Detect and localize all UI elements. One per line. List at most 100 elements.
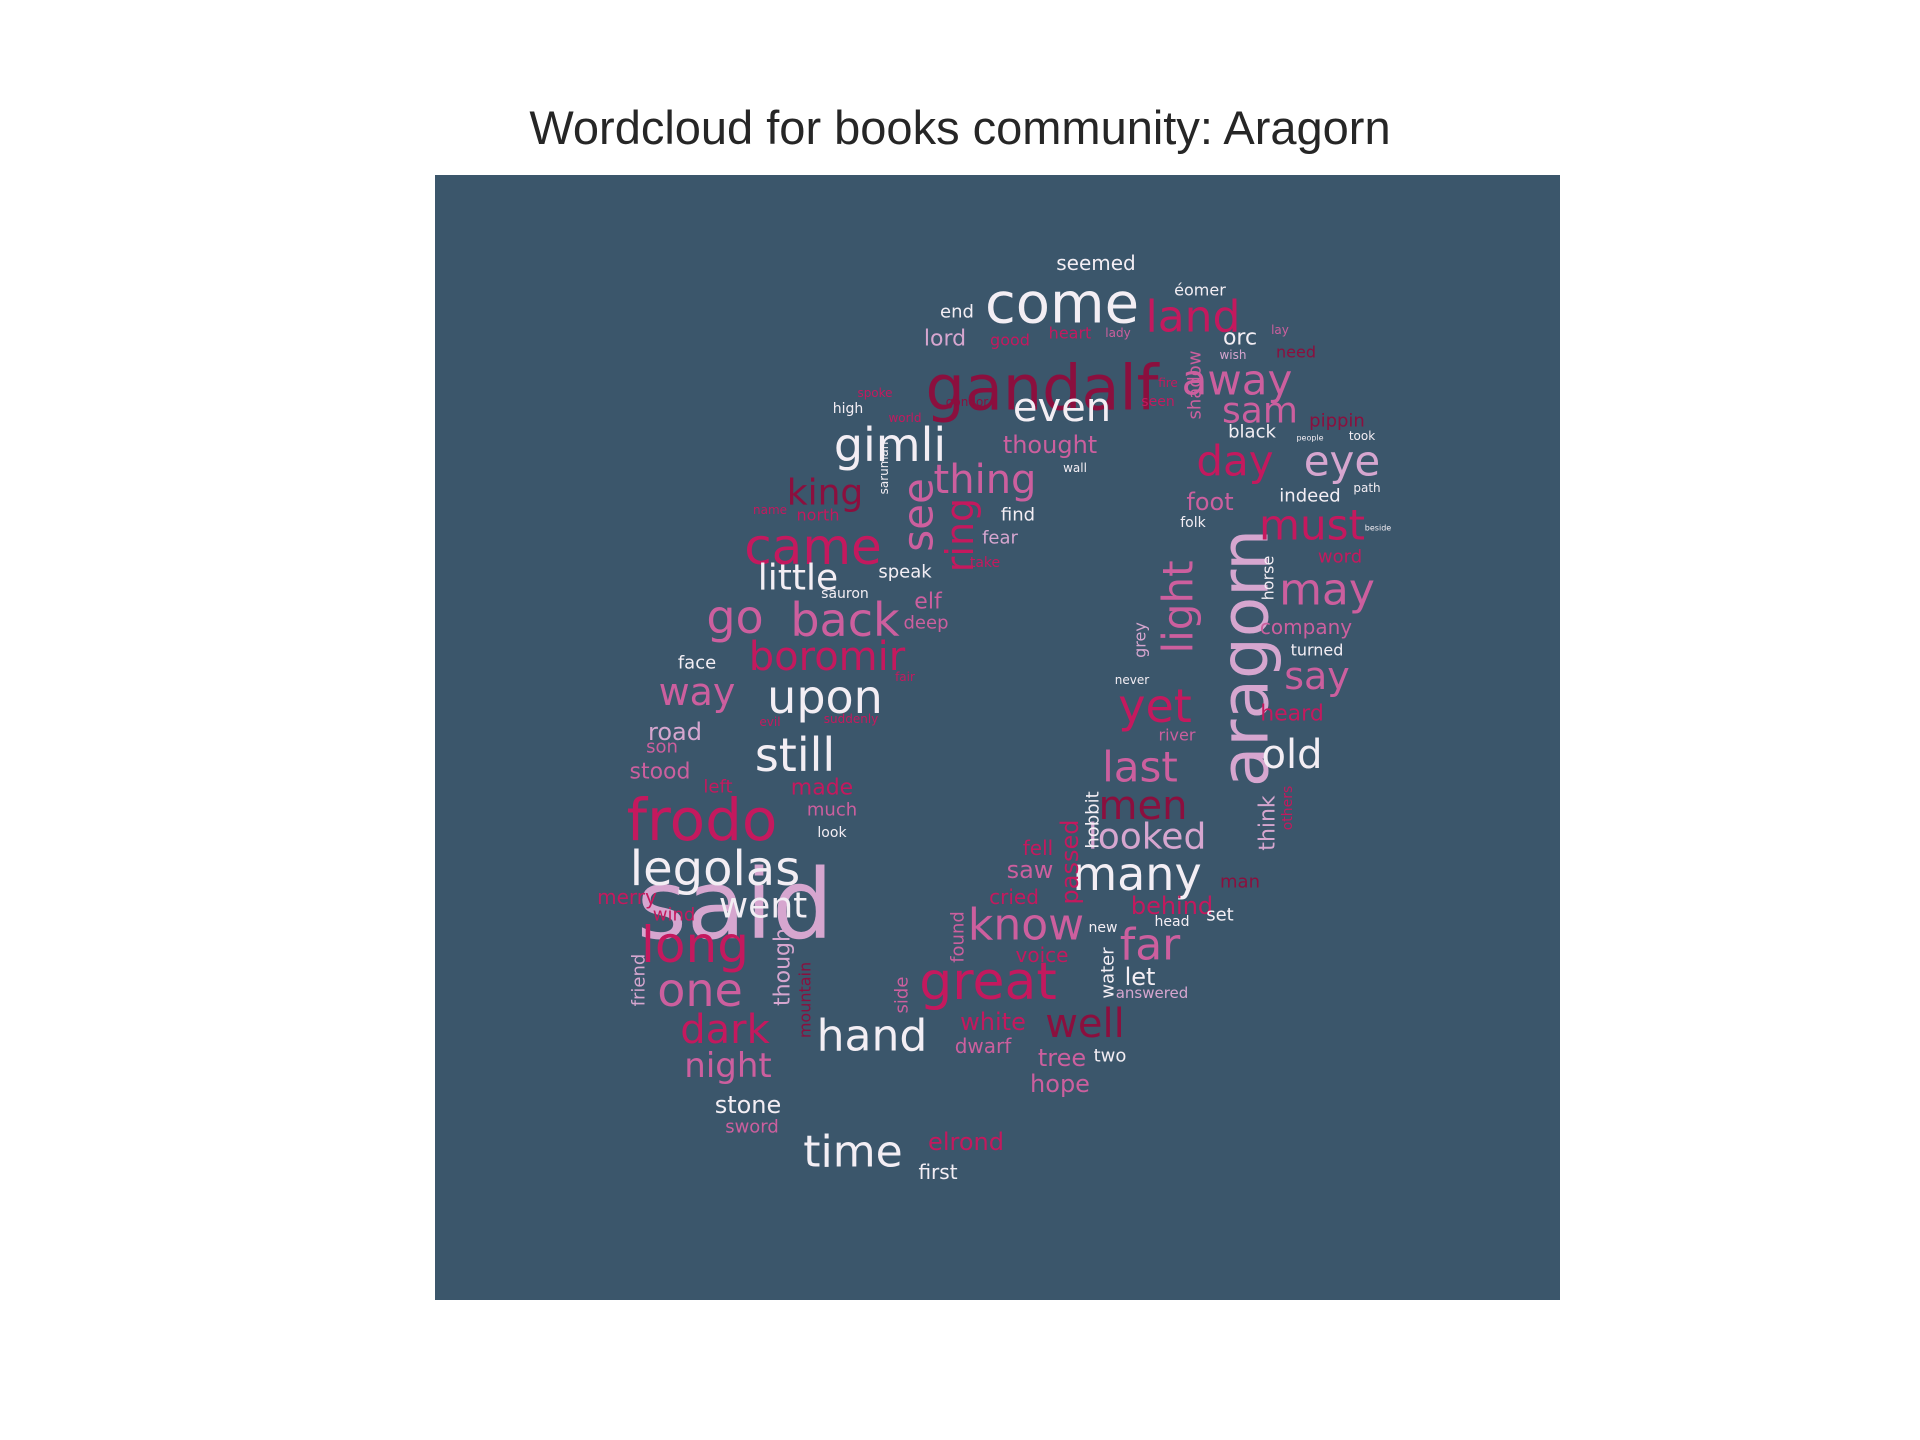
word-82: road xyxy=(648,718,702,746)
word-111: wish xyxy=(1219,348,1246,362)
word-76: much xyxy=(807,800,857,821)
word-67: hobbit xyxy=(1083,791,1104,848)
word-28: men xyxy=(1099,783,1188,829)
word-88: elf xyxy=(914,590,943,615)
word-15: one xyxy=(657,963,743,1017)
word-54: two xyxy=(1094,1046,1127,1067)
word-56: cried xyxy=(989,885,1039,909)
word-124: folk xyxy=(1180,515,1206,531)
word-0: said xyxy=(637,849,833,961)
word-30: dark xyxy=(680,1007,770,1053)
wordcloud-svg: said aragorn gandalf frodo come came great long… xyxy=(435,175,1560,1300)
word-3: frodo xyxy=(627,786,778,854)
word-128: company xyxy=(1260,615,1352,639)
word-31: boromir xyxy=(749,634,906,680)
word-53: dwarf xyxy=(955,1034,1013,1058)
word-21: must xyxy=(1259,501,1365,550)
word-14: go xyxy=(706,590,763,644)
word-97: thought xyxy=(1003,431,1097,459)
word-112: need xyxy=(1276,343,1316,362)
word-55: voice xyxy=(1016,943,1069,967)
word-2: gandalf xyxy=(925,352,1160,425)
word-13: still xyxy=(755,728,835,782)
word-47: sword xyxy=(725,1117,779,1138)
word-90: fair xyxy=(895,670,915,684)
word-109: éomer xyxy=(1174,281,1226,300)
word-34: see xyxy=(894,478,943,552)
word-117: black xyxy=(1228,422,1276,443)
wordcloud-words: said aragorn gandalf frodo come came great long… xyxy=(597,251,1391,1184)
word-49: tree xyxy=(1038,1044,1086,1072)
word-110: orc xyxy=(1223,326,1257,351)
word-60: let xyxy=(1125,963,1156,991)
word-9: upon xyxy=(767,670,883,724)
word-22: day xyxy=(1196,437,1273,486)
word-133: never xyxy=(1115,673,1149,687)
word-135: others xyxy=(1280,786,1296,831)
word-39: say xyxy=(1284,654,1350,698)
word-4: come xyxy=(985,272,1139,337)
word-99: high xyxy=(833,401,864,417)
chart-title: Wordcloud for books community: Aragorn xyxy=(529,101,1391,154)
word-95: name xyxy=(753,503,787,517)
word-79: left xyxy=(703,777,732,798)
word-59: behind xyxy=(1131,892,1213,920)
word-108: seemed xyxy=(1056,251,1136,275)
word-101: spoke xyxy=(857,386,892,400)
word-91: fear xyxy=(982,528,1018,549)
word-8: legolas xyxy=(630,841,800,897)
word-38: sam xyxy=(1222,391,1298,432)
word-127: horse xyxy=(1259,556,1278,601)
word-118: pippin xyxy=(1309,411,1365,432)
word-106: lady xyxy=(1105,326,1130,340)
word-1: aragorn xyxy=(1207,529,1284,787)
word-98: wall xyxy=(1063,461,1087,475)
word-129: turned xyxy=(1291,641,1344,660)
word-105: heart xyxy=(1049,324,1092,343)
word-17: many xyxy=(1072,847,1201,901)
word-87: sauron xyxy=(821,586,869,602)
word-86: speak xyxy=(878,562,932,583)
word-125: word xyxy=(1318,547,1362,568)
word-68: water xyxy=(1098,947,1119,999)
word-20: may xyxy=(1279,565,1375,616)
word-46: stone xyxy=(715,1091,782,1119)
word-16: know xyxy=(968,900,1084,951)
word-58: fell xyxy=(1023,836,1053,860)
word-29: well xyxy=(1045,1001,1125,1047)
word-11: land xyxy=(1145,292,1240,343)
word-66: passed xyxy=(1056,820,1084,905)
word-81: son xyxy=(646,737,678,758)
word-120: people xyxy=(1296,434,1323,443)
word-119: took xyxy=(1349,429,1375,443)
word-51: first xyxy=(918,1160,957,1184)
word-113: lay xyxy=(1271,323,1289,337)
word-45: night xyxy=(684,1046,771,1086)
word-132: grey xyxy=(1131,622,1150,658)
word-72: mountain xyxy=(796,962,815,1038)
word-24: time xyxy=(803,1127,902,1178)
word-78: look xyxy=(817,825,847,841)
word-96: saruman xyxy=(877,442,891,495)
word-74: merry xyxy=(597,885,657,909)
word-33: king xyxy=(787,473,864,514)
word-80: stood xyxy=(630,760,691,785)
word-25: hand xyxy=(817,1011,928,1062)
word-48: hope xyxy=(1030,1070,1090,1098)
word-73: friend xyxy=(629,954,650,1007)
word-23: eye xyxy=(1304,437,1381,486)
word-92: take xyxy=(970,555,1000,571)
word-85: suddenly xyxy=(824,712,879,726)
word-93: find xyxy=(1001,505,1035,526)
word-43: way xyxy=(659,670,736,714)
word-35: ring xyxy=(938,498,982,572)
word-107: end xyxy=(940,302,974,323)
word-103: lord xyxy=(924,327,966,352)
word-36: light xyxy=(1154,560,1203,653)
word-63: head xyxy=(1155,914,1190,930)
word-26: last xyxy=(1102,743,1178,792)
word-41: looked xyxy=(1088,817,1207,858)
word-18: yet xyxy=(1118,679,1192,733)
word-40: old xyxy=(1262,732,1323,778)
word-7: long xyxy=(641,916,749,974)
